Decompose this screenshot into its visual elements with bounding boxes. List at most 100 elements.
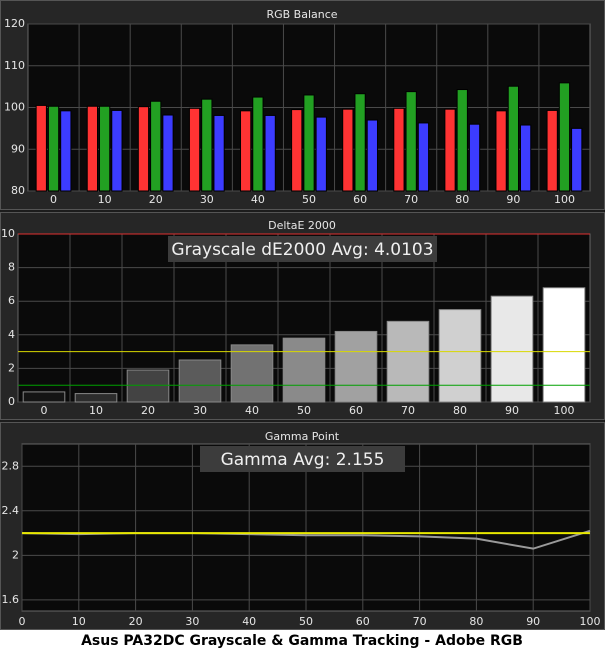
x-tick-label: 20 <box>141 404 155 417</box>
x-tick-label: 80 <box>453 404 467 417</box>
x-tick-label: 60 <box>356 615 370 628</box>
bar <box>282 337 326 403</box>
bar <box>188 107 201 192</box>
bar <box>201 98 213 192</box>
bar <box>490 295 534 403</box>
bar <box>542 287 586 403</box>
bar <box>35 104 47 192</box>
x-tick-label: 70 <box>404 193 418 206</box>
y-tick-label: 2 <box>8 361 15 374</box>
annotation: Gamma Avg: 2.155 <box>221 450 385 470</box>
bar <box>495 110 507 192</box>
bar <box>334 330 378 403</box>
x-tick-label: 80 <box>455 193 469 206</box>
x-tick-label: 40 <box>251 193 265 206</box>
bar <box>99 105 111 192</box>
y-tick-label: 10 <box>1 227 15 240</box>
x-tick-label: 100 <box>554 404 575 417</box>
chart-title: RGB Balance <box>266 8 337 21</box>
bar <box>405 91 417 192</box>
x-tick-label: 20 <box>149 193 163 206</box>
bar <box>111 109 123 192</box>
x-tick-label: 90 <box>505 404 519 417</box>
bar <box>386 320 430 403</box>
bar <box>303 94 315 192</box>
bar <box>126 369 170 403</box>
bar <box>230 344 274 403</box>
bar <box>213 114 225 192</box>
x-tick-label: 30 <box>200 193 214 206</box>
x-tick-label: 70 <box>401 404 415 417</box>
x-tick-label: 80 <box>469 615 483 628</box>
bar <box>571 127 583 192</box>
y-tick-label: 100 <box>4 101 25 114</box>
bar <box>519 124 532 192</box>
x-tick-label: 50 <box>297 404 311 417</box>
bar <box>444 108 456 192</box>
annotation-box <box>200 446 405 472</box>
x-tick-label: 30 <box>193 404 207 417</box>
y-tick-label: 8 <box>8 261 15 274</box>
chart-title: Gamma Point <box>265 430 340 443</box>
y-tick-label: 120 <box>4 17 25 30</box>
bar <box>393 107 405 192</box>
bar <box>507 85 519 192</box>
x-tick-label: 0 <box>19 615 26 628</box>
x-tick-label: 10 <box>98 193 112 206</box>
x-tick-label: 10 <box>89 404 103 417</box>
y-tick-label: 4 <box>8 328 15 341</box>
x-tick-label: 90 <box>526 615 540 628</box>
y-tick-label: 2.4 <box>2 504 20 517</box>
bar <box>315 116 327 192</box>
bar <box>468 123 481 192</box>
annotation: Grayscale dE2000 Avg: 4.0103 <box>171 240 433 260</box>
bar <box>47 105 60 192</box>
x-tick-label: 40 <box>242 615 256 628</box>
x-tick-label: 50 <box>299 615 313 628</box>
bar <box>417 122 430 192</box>
chart-title: DeltaE 2000 <box>268 219 336 232</box>
bar <box>366 119 378 192</box>
annotation-box <box>168 236 437 262</box>
bar <box>60 110 72 192</box>
x-tick-label: 70 <box>413 615 427 628</box>
y-tick-label: 1.6 <box>2 593 20 606</box>
x-tick-label: 90 <box>506 193 520 206</box>
x-tick-label: 0 <box>41 404 48 417</box>
x-tick-label: 40 <box>245 404 259 417</box>
bar <box>74 393 118 403</box>
bar <box>342 108 354 192</box>
x-tick-label: 0 <box>50 193 57 206</box>
y-tick-label: 2.8 <box>2 459 20 472</box>
bar <box>252 96 264 192</box>
bar <box>86 105 99 192</box>
bar <box>178 359 222 403</box>
bar <box>546 109 558 192</box>
bar <box>438 309 482 403</box>
x-tick-label: 10 <box>72 615 86 628</box>
x-tick-label: 100 <box>580 615 601 628</box>
x-tick-label: 30 <box>185 615 199 628</box>
bar <box>456 89 468 192</box>
bar <box>162 114 174 192</box>
bar <box>291 109 303 192</box>
y-tick-label: 110 <box>4 59 25 72</box>
bar <box>264 114 276 192</box>
x-tick-label: 60 <box>349 404 363 417</box>
x-tick-label: 50 <box>302 193 316 206</box>
bar <box>137 106 150 192</box>
y-tick-label: 6 <box>8 294 15 307</box>
y-tick-label: 90 <box>11 142 25 155</box>
y-tick-label: 80 <box>11 184 25 197</box>
bar <box>558 82 571 192</box>
y-tick-label: 2 <box>12 548 19 561</box>
bar <box>354 93 366 192</box>
bar <box>150 100 162 192</box>
x-tick-label: 60 <box>353 193 367 206</box>
bar <box>22 391 66 403</box>
y-tick-label: 0 <box>8 395 15 408</box>
x-tick-label: 100 <box>554 193 575 206</box>
bar <box>240 110 252 192</box>
